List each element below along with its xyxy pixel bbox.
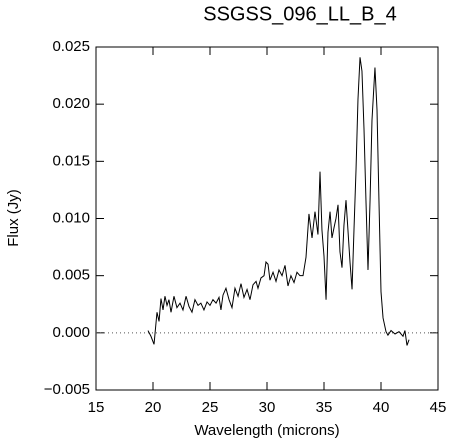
x-tick-label: 15 xyxy=(88,399,105,416)
x-tick-label: 20 xyxy=(145,399,162,416)
y-tick-label: 0.020 xyxy=(52,95,90,112)
plot-frame xyxy=(95,46,439,391)
y-tick-label: 0.000 xyxy=(52,324,90,341)
chart-title: SSGSS_096_LL_B_4 xyxy=(203,3,397,25)
spectrum-line xyxy=(147,57,410,346)
x-tick-label: 30 xyxy=(259,399,276,416)
x-tick-label: 35 xyxy=(316,399,333,416)
x-tick-label: 25 xyxy=(202,399,219,416)
x-tick-label: 40 xyxy=(373,399,390,416)
y-tick-label: 0.025 xyxy=(52,38,90,55)
y-tick-label: −0.005 xyxy=(44,381,90,398)
y-tick-label: 0.015 xyxy=(52,152,90,169)
y-tick-label: 0.005 xyxy=(52,267,90,284)
y-tick-label: 0.010 xyxy=(52,209,90,226)
y-axis-label: Flux (Jy) xyxy=(5,189,22,247)
x-tick-label: 45 xyxy=(430,399,447,416)
x-axis-label: Wavelength (microns) xyxy=(194,422,339,439)
